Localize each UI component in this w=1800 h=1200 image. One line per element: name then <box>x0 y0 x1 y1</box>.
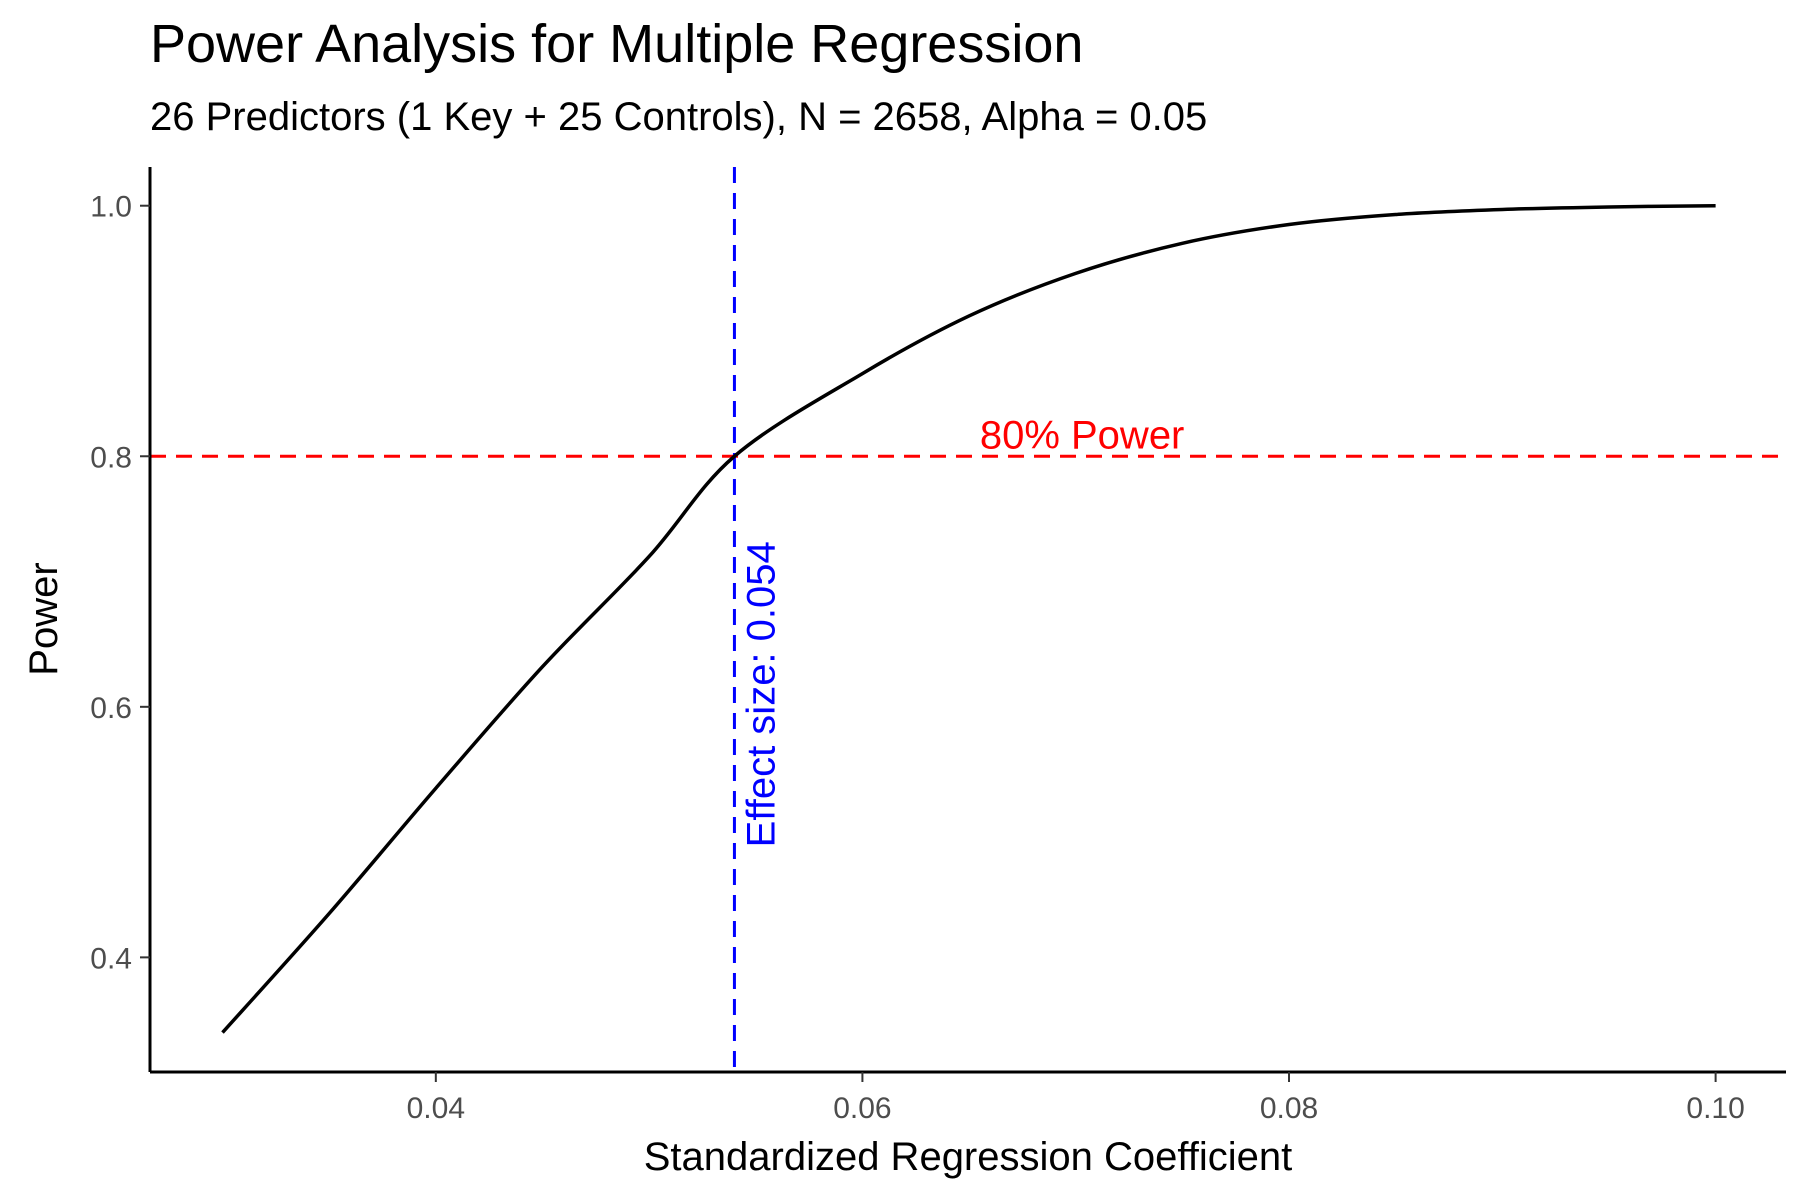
x-tick-label: 0.04 <box>407 1092 465 1125</box>
chart-subtitle: 26 Predictors (1 Key + 25 Controls), N =… <box>150 95 1207 139</box>
chart-title: Power Analysis for Multiple Regression <box>150 14 1083 74</box>
y-axis-ticks: 0.4 0.6 0.8 1.0 <box>90 191 150 975</box>
y-tick-label: 0.8 <box>90 441 132 474</box>
reference-lines <box>150 167 1786 1072</box>
x-tick-label: 0.08 <box>1260 1092 1318 1125</box>
x-tick-label: 0.10 <box>1686 1092 1744 1125</box>
series-layer <box>221 203 1716 1034</box>
y-tick-label: 1.0 <box>90 191 132 224</box>
power-threshold-label: 80% Power <box>980 413 1185 457</box>
x-tick-label: 0.06 <box>833 1092 891 1125</box>
x-axis-ticks: 0.04 0.06 0.08 0.10 <box>407 1072 1745 1125</box>
y-axis-title: Power <box>22 562 66 675</box>
effect-size-label: Effect size: 0.054 <box>739 541 783 847</box>
y-tick-label: 0.6 <box>90 692 132 725</box>
y-tick-label: 0.4 <box>90 942 132 975</box>
power-curve <box>221 203 1716 1034</box>
x-axis-title: Standardized Regression Coefficient <box>644 1135 1293 1179</box>
